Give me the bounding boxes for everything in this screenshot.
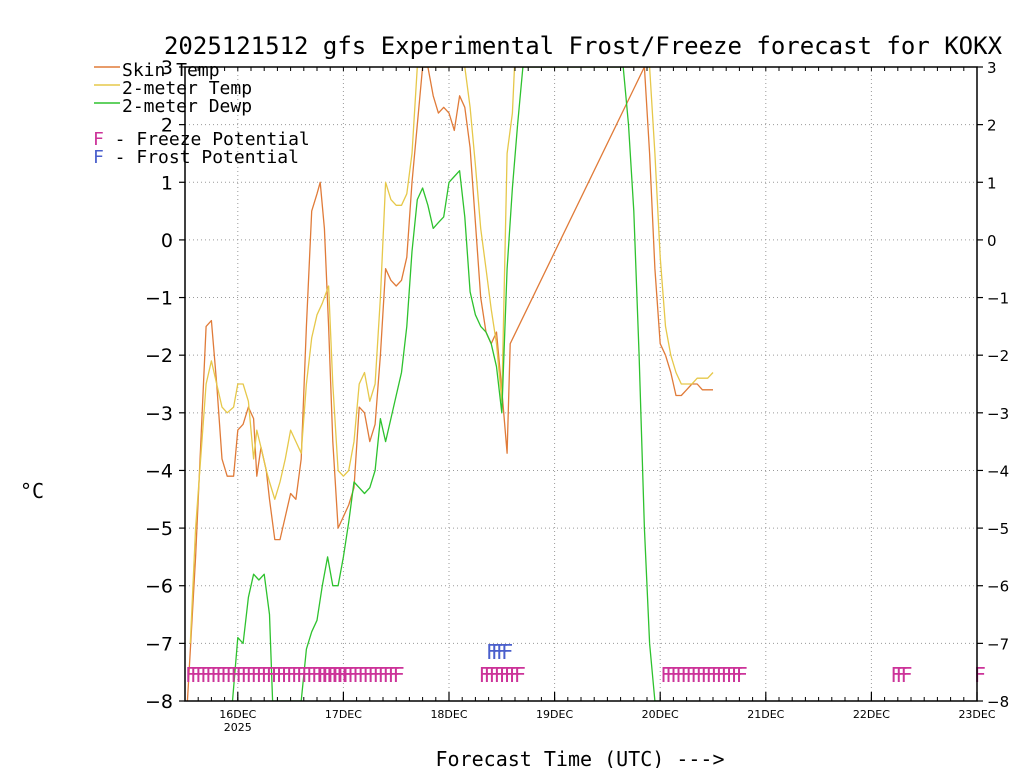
- potential-legend-letter: F: [93, 129, 104, 150]
- series-line-2-meter-dewp: [231, 67, 661, 701]
- legend-label: Skin Temp: [122, 60, 220, 81]
- y-tick-label-right: 2: [987, 117, 997, 135]
- y-tick-label-left: −8: [145, 691, 173, 713]
- freeze-potential-marker: FFFFFFFF: [479, 663, 525, 687]
- x-tick-label: 19DEC: [536, 708, 573, 721]
- series-line-skin-temp: [186, 67, 713, 701]
- potential-legend-text: - Freeze Potential: [104, 129, 310, 150]
- y-tick-label-right: 3: [987, 59, 997, 77]
- series-lines: [186, 67, 714, 701]
- potential-legend-entry: F - Freeze Potential: [93, 129, 310, 150]
- series-line-2-meter-temp: [189, 67, 714, 644]
- potential-markers: FFFFFFFFFFFFFFFFFFFFFFFFFFFFFFFFFFFFFFFF…: [185, 640, 992, 687]
- x-tick-label: 20DEC: [642, 708, 679, 721]
- y-tick-label-left: −1: [145, 288, 173, 310]
- y-tick-label-left: 3: [161, 57, 173, 79]
- y-tick-label-left: −5: [145, 518, 173, 540]
- y-tick-label-right: −5: [987, 520, 1009, 538]
- y-tick-label-right: −2: [987, 347, 1009, 365]
- y-tick-label-right: −8: [987, 693, 1009, 711]
- chart-title: 2025121512 gfs Experimental Frost/Freeze…: [164, 32, 1003, 60]
- legend-label: 2-meter Temp: [122, 78, 252, 99]
- freeze-potential-marker: F: [974, 663, 985, 687]
- freeze-potential-marker: FFFFFFFFFFFFFFFF: [660, 663, 747, 687]
- y-tick-label-left: 0: [161, 230, 173, 252]
- x-tick-label: 22DEC: [853, 708, 890, 721]
- y-tick-label-right: −6: [987, 578, 1009, 596]
- freeze-potential-marker: FFF: [890, 663, 911, 687]
- y-axis-label: °C: [20, 479, 44, 503]
- y-tick-label-right: −1: [987, 290, 1009, 308]
- x-tick-label: 16DEC: [219, 708, 256, 721]
- y-tick-label-left: −6: [145, 576, 173, 598]
- y-tick-label-right: −7: [987, 635, 1009, 653]
- y-tick-label-right: 0: [987, 232, 997, 250]
- x-tick-label: 23DEC: [958, 708, 995, 721]
- y-tick-label-left: −4: [145, 460, 173, 482]
- potential-legend-text: - Frost Potential: [104, 147, 299, 168]
- y-tick-label-right: −4: [987, 462, 1009, 480]
- y-tick-label-left: −3: [145, 403, 173, 425]
- potential-legend-letter: F: [93, 147, 104, 168]
- y-tick-label-left: −2: [145, 345, 173, 367]
- freeze-potential-marker: FFFFFFFFFFFFFFFF: [317, 663, 404, 687]
- x-tick-sublabel: 2025: [224, 721, 252, 734]
- x-tick-label: 18DEC: [430, 708, 467, 721]
- freeze-potential-marker: FFFFFFFFFFFFFFFFFFFFFFFFFFFFFFFF: [185, 663, 352, 687]
- frost-potential-marker: FFFF: [486, 640, 512, 664]
- axis-ticks: 3 3 2 2 1 1 0 0 −1 −1 −2 −2 −3 −3 −4 −4 −5 −5 −6 −6 −7 −7 −8 −8…: [145, 57, 1009, 734]
- x-tick-label: 17DEC: [325, 708, 362, 721]
- y-tick-label-right: 1: [987, 174, 997, 192]
- x-axis-label: Forecast Time (UTC) --->: [436, 747, 725, 768]
- x-tick-label: 21DEC: [747, 708, 784, 721]
- y-tick-label-right: −3: [987, 405, 1009, 423]
- potential-legend-entry: F - Frost Potential: [93, 147, 299, 168]
- y-tick-label-left: 2: [161, 115, 173, 137]
- y-tick-label-left: 1: [161, 172, 173, 194]
- y-tick-label-left: −7: [145, 633, 173, 655]
- legend-label: 2-meter Dewp: [122, 96, 252, 117]
